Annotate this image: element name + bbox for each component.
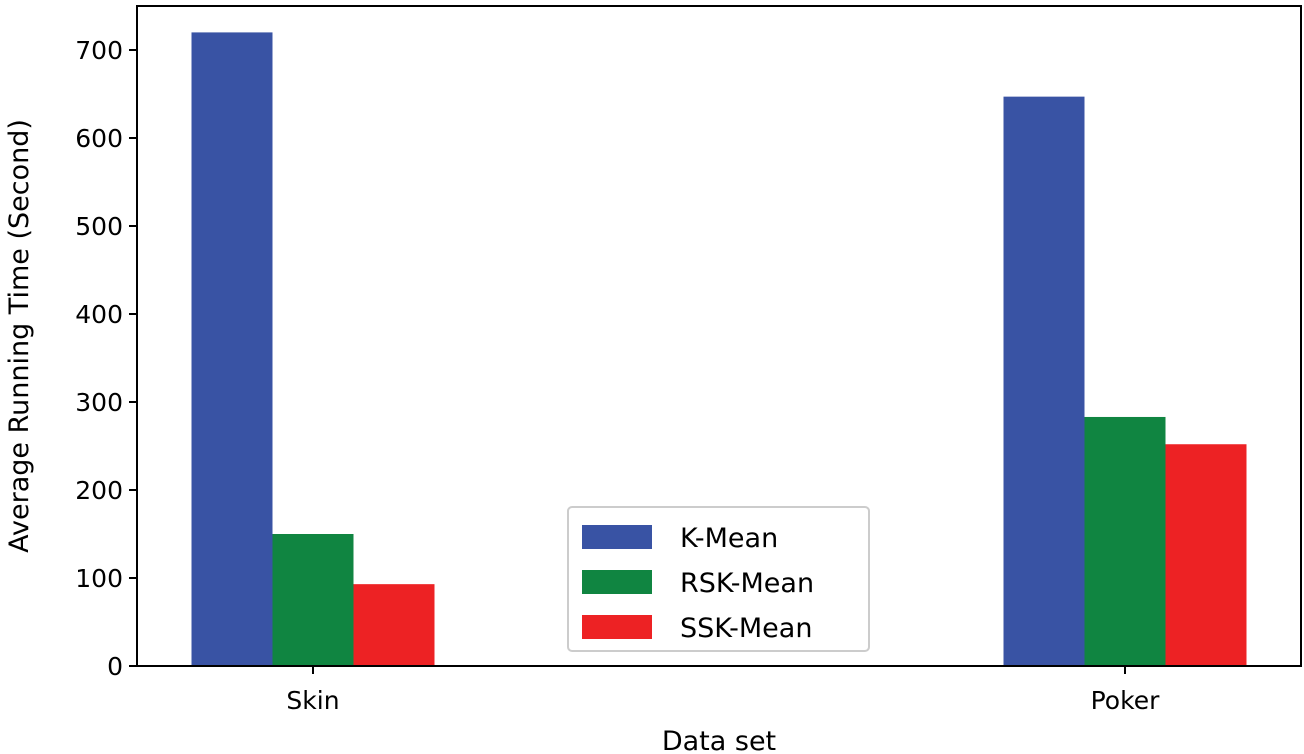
bar-skin-rsk-mean — [272, 534, 354, 666]
x-tick-label-skin: Skin — [286, 686, 339, 715]
bar-skin-k-mean — [191, 32, 273, 666]
y-tick-label: 300 — [75, 388, 123, 417]
bar-poker-ssk-mean — [1165, 444, 1247, 666]
bars-layer — [191, 32, 1247, 666]
y-tick-label: 100 — [75, 564, 123, 593]
legend-swatch-ssk-mean — [582, 615, 652, 639]
legend-label-k-mean: K-Mean — [680, 523, 778, 554]
y-axis-label: Average Running Time (Second) — [4, 119, 35, 553]
legend-swatch-rsk-mean — [582, 570, 652, 594]
y-tick-label: 500 — [75, 212, 123, 241]
y-tick-label: 600 — [75, 124, 123, 153]
bar-skin-ssk-mean — [353, 584, 435, 666]
y-tick-label: 700 — [75, 36, 123, 65]
bar-poker-k-mean — [1003, 96, 1085, 666]
x-axis-label: Data set — [662, 726, 776, 754]
y-tick-label: 200 — [75, 476, 123, 505]
bar-poker-rsk-mean — [1084, 416, 1166, 666]
x-tick-label-poker: Poker — [1091, 686, 1160, 715]
legend-swatch-k-mean — [582, 525, 652, 549]
legend-label-ssk-mean: SSK-Mean — [680, 613, 812, 644]
plot-frame — [136, 5, 1302, 667]
y-tick-label: 0 — [107, 652, 123, 681]
legend-label-rsk-mean: RSK-Mean — [680, 568, 814, 599]
y-tick-label: 400 — [75, 300, 123, 329]
y-axis: 0 100 200 300 400 500 600 700 — [75, 36, 137, 681]
x-axis: Skin Poker — [286, 666, 1160, 715]
legend: K-Mean RSK-Mean SSK-Mean — [567, 506, 870, 652]
